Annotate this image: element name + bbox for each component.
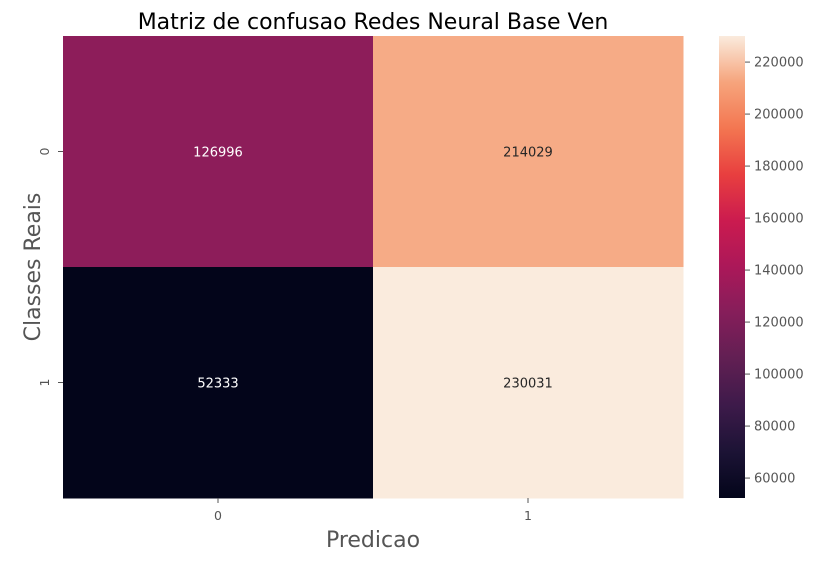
x-tick-label: 1 <box>524 508 532 523</box>
colorbar-tick-label: 160000 <box>754 212 804 227</box>
colorbar-ticks: 60000 80000 100000 120000 140000 160000 180000… <box>745 56 804 487</box>
colorbar-tick-label: 60000 <box>754 472 795 487</box>
y-axis-ticks: 01 <box>37 147 63 386</box>
heatmap-cell-r1-c1 <box>373 267 684 499</box>
chart-title: Matriz de confusao Redes Neural Base Ven <box>138 10 609 35</box>
colorbar <box>719 36 745 498</box>
cell-value-label-r1-c0: 52333 <box>197 377 238 392</box>
y-axis-label: Classes Reais <box>21 193 46 342</box>
heatmap-cell-labels: 126996 214029 52333 230031 <box>193 146 553 392</box>
colorbar-tick-label: 180000 <box>754 160 804 175</box>
heatmap-cells <box>63 36 684 499</box>
heatmap-cell-r0-c0 <box>63 36 374 268</box>
colorbar-tick-label: 200000 <box>754 108 804 123</box>
y-tick-label: 1 <box>37 379 52 387</box>
colorbar-tick-label: 100000 <box>754 368 804 383</box>
colorbar-tick-label: 80000 <box>754 420 795 435</box>
colorbar-tick-label: 140000 <box>754 264 804 279</box>
heatmap-cell-r1-c0 <box>63 267 374 499</box>
x-tick-label: 0 <box>214 508 222 523</box>
colorbar-tick-label: 120000 <box>754 316 804 331</box>
y-tick-label: 0 <box>37 147 52 155</box>
x-axis-label: Predicao <box>326 528 420 553</box>
cell-value-label-r0-c1: 214029 <box>503 146 553 161</box>
cell-value-label-r0-c0: 126996 <box>193 146 243 161</box>
cell-value-label-r1-c1: 230031 <box>503 377 553 392</box>
heatmap-cell-r0-c1 <box>373 36 684 268</box>
colorbar-tick-label: 220000 <box>754 56 804 71</box>
